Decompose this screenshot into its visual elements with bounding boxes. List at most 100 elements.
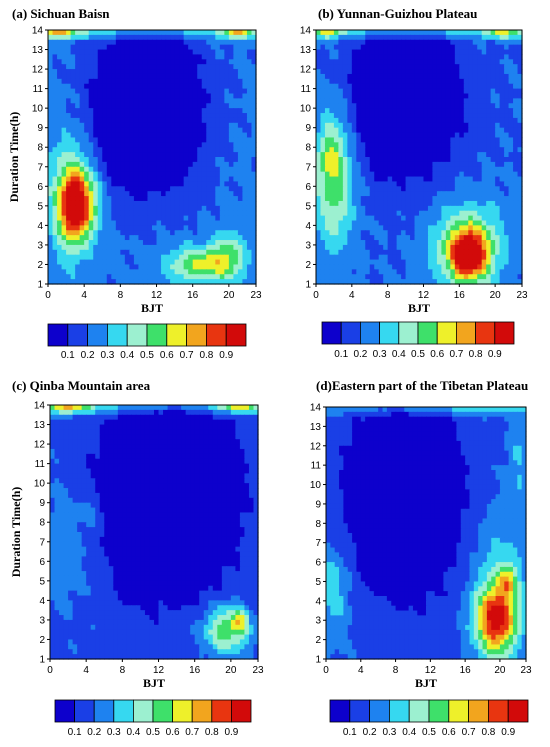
heatmap-cell <box>374 117 380 124</box>
heatmap-cell <box>324 88 331 95</box>
heatmap-cell <box>481 64 487 70</box>
heatmap-cell <box>463 152 469 158</box>
heatmap-cell <box>333 205 339 212</box>
heatmap-cell <box>70 103 76 109</box>
heatmap-cell <box>392 205 398 212</box>
heatmap-cell <box>499 122 505 129</box>
heatmap-cell <box>468 176 474 183</box>
heatmap-cell <box>174 220 180 226</box>
heatmap-cell <box>111 30 117 36</box>
heatmap-cell <box>152 249 158 256</box>
heatmap-cell <box>450 210 456 217</box>
heatmap-cell <box>454 108 460 114</box>
heatmap-cell <box>156 210 162 217</box>
heatmap-cell <box>504 171 510 178</box>
heatmap-cell <box>197 264 203 270</box>
heatmap-cell <box>405 122 411 129</box>
heatmap-cell <box>210 215 216 222</box>
heatmap-cell <box>138 73 144 80</box>
heatmap-cell <box>183 39 189 46</box>
heatmap-cell <box>165 225 171 231</box>
heatmap-cell <box>513 64 519 70</box>
heatmap-cell <box>316 220 322 226</box>
heatmap-cell <box>242 122 248 129</box>
heatmap-cell <box>445 259 451 266</box>
heatmap-cell <box>97 132 103 139</box>
heatmap-cell <box>441 142 447 148</box>
heatmap-cell <box>75 127 81 134</box>
heatmap-cell <box>124 161 130 168</box>
heatmap-cell <box>215 157 221 163</box>
heatmap-cell <box>90 409 96 416</box>
heatmap-cell <box>48 274 54 280</box>
heatmap-cell <box>174 117 180 124</box>
heatmap-cell <box>517 279 523 285</box>
heatmap-cell <box>106 240 112 246</box>
heatmap-cell <box>427 30 434 36</box>
heatmap-cell <box>111 69 117 75</box>
heatmap-cell <box>174 39 180 46</box>
heatmap-cell <box>147 230 153 236</box>
heatmap-cell <box>165 98 171 104</box>
heatmap-cell <box>57 249 63 256</box>
heatmap-cell <box>378 171 384 178</box>
heatmap-cell <box>419 235 425 241</box>
heatmap-cell <box>197 103 203 109</box>
heatmap-cell <box>342 215 348 222</box>
heatmap-cell <box>481 249 487 256</box>
heatmap-cell <box>215 176 221 183</box>
heatmap-cell <box>129 191 135 197</box>
heatmap-cell <box>242 225 248 231</box>
heatmap-cell <box>329 88 335 95</box>
heatmap-cell <box>333 259 339 266</box>
heatmap-cell <box>486 264 492 270</box>
heatmap-cell <box>477 93 483 99</box>
heatmap-cell <box>174 113 180 119</box>
heatmap-cell <box>374 215 380 222</box>
heatmap-cell <box>468 142 474 148</box>
heatmap-cell <box>70 78 76 85</box>
heatmap-cell <box>396 147 402 153</box>
heatmap-cell <box>93 88 99 95</box>
heatmap-cell <box>374 171 380 178</box>
heatmap-cell <box>436 157 442 163</box>
heatmap-cell <box>215 225 221 231</box>
heatmap-cell <box>342 152 348 158</box>
heatmap-cell <box>106 108 112 114</box>
heatmap-cell <box>237 152 244 158</box>
heatmap-cell <box>147 171 153 178</box>
heatmap-cell <box>165 132 171 139</box>
heatmap-cell <box>414 69 420 75</box>
heatmap-cell <box>508 127 514 134</box>
heatmap-cell <box>156 215 162 222</box>
heatmap-cell <box>152 181 158 187</box>
heatmap-cell <box>392 54 398 60</box>
heatmap-cell <box>183 113 189 119</box>
heatmap-cell <box>324 59 331 65</box>
heatmap-cell <box>88 64 94 70</box>
heatmap-cell <box>517 264 523 270</box>
heatmap-cell <box>436 240 442 246</box>
heatmap-cell <box>133 147 140 153</box>
heatmap-cell <box>246 176 253 183</box>
heatmap-cell <box>215 30 221 36</box>
heatmap-cell <box>423 137 429 143</box>
heatmap-cell <box>508 98 514 104</box>
heatmap-cell <box>441 88 447 95</box>
heatmap-cell <box>459 73 465 80</box>
heatmap-cell <box>356 137 362 143</box>
heatmap-cell <box>342 69 348 75</box>
heatmap-cell <box>513 196 519 202</box>
heatmap-cell <box>504 142 510 148</box>
heatmap-cell <box>463 230 469 236</box>
heatmap-cell <box>111 279 117 285</box>
heatmap-cell <box>369 269 375 275</box>
heatmap-cell <box>405 152 411 158</box>
heatmap-cell <box>432 200 438 207</box>
heatmap-cell <box>356 186 362 192</box>
heatmap-cell <box>142 142 149 148</box>
heatmap-cell <box>513 244 519 251</box>
heatmap-cell <box>253 405 259 411</box>
heatmap-cell <box>124 235 130 241</box>
heatmap-cell <box>242 186 248 192</box>
